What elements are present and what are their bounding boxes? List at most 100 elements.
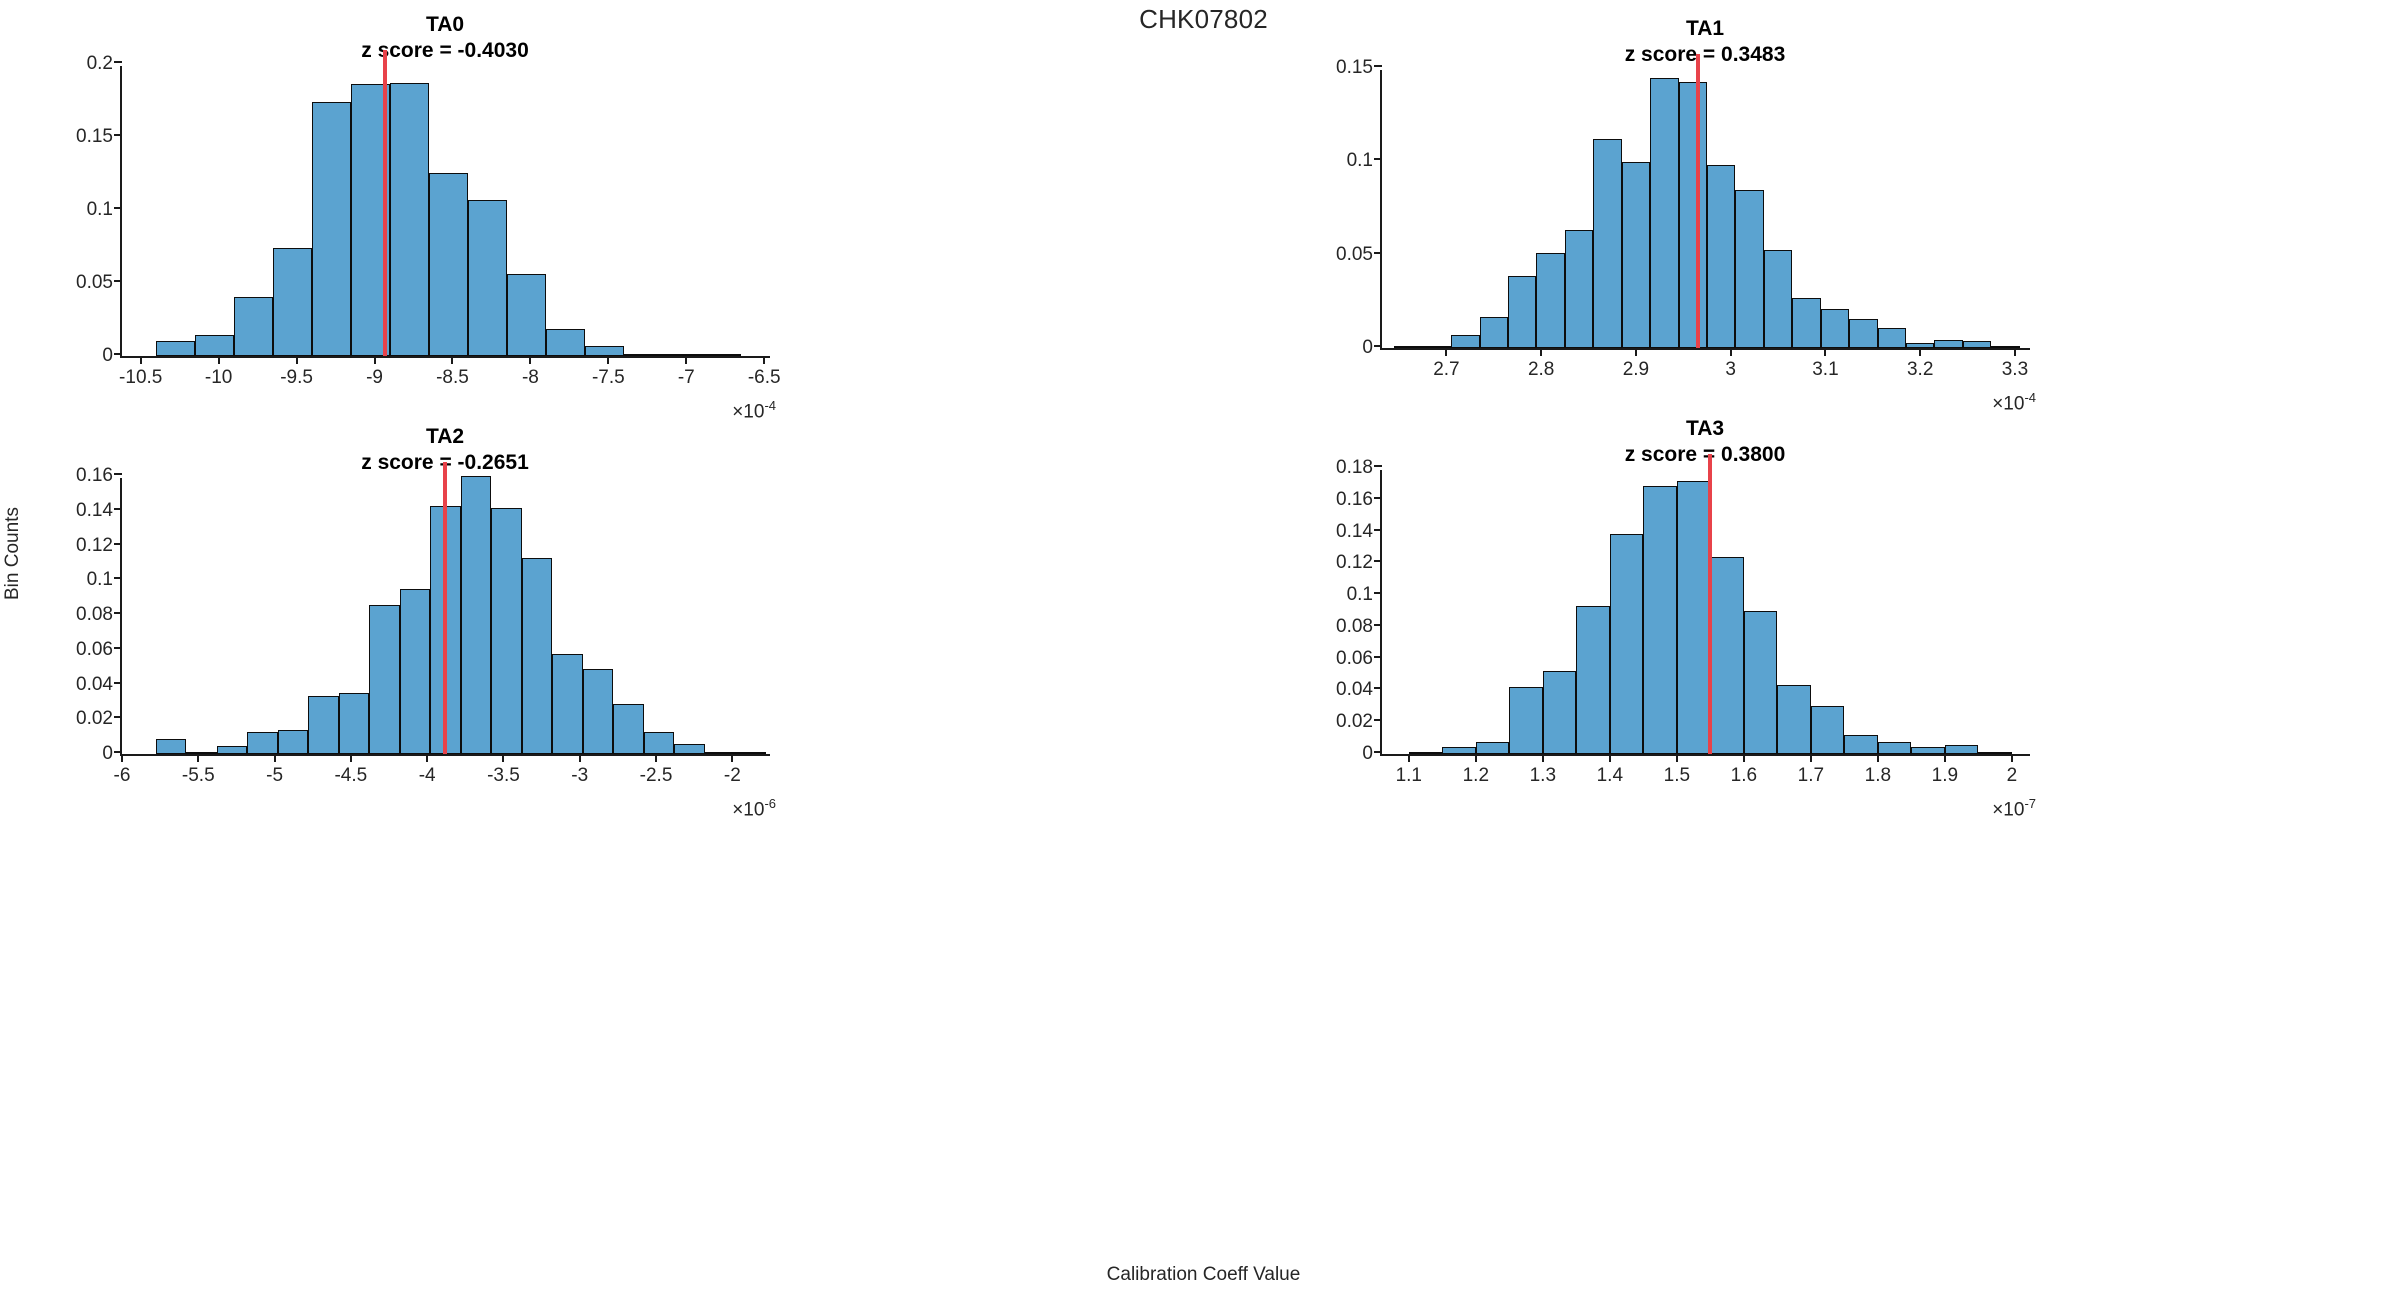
histogram-bar [1905,342,1935,348]
histogram-bar [1542,670,1577,754]
histogram-bar [390,82,430,356]
y-tick-label: 0 [102,345,113,366]
y-tick-mark [1374,655,1382,658]
histogram-bar [1576,605,1610,754]
y-tick-mark [1374,251,1382,254]
histogram-bar [1593,139,1622,348]
y-tick-label: 0.12 [1336,552,1373,574]
x-tick-mark [1809,754,1812,762]
histogram-bar [1849,318,1878,348]
x-tick-mark [1943,754,1946,762]
histogram-bar [584,345,624,356]
histogram-bar [216,745,248,754]
histogram-bar [1394,346,1423,348]
histogram-bar [1810,706,1845,754]
histogram-bar [460,476,492,754]
y-tick-mark [114,207,122,209]
histogram-bar [1451,335,1480,348]
x-tick-mark [1474,754,1477,762]
histogram-bar [1621,161,1651,348]
y-tick-mark [114,681,122,684]
histogram-bar [662,354,702,356]
histogram-bar [1934,340,1963,348]
y-tick-mark [1374,345,1382,347]
axes-ta0: 0 0.05 0.1 0.15 0.2 -10.5 -10 -9.5 -9 -8.5 -8 -7.5 -… [76,50,781,422]
axes-ta3: 0 0.02 0.04 0.06 0.08 0.1 0.12 0.14 0.16 0.18 1.1 1… [1336,454,2036,820]
z-score-marker-line [1696,54,1701,348]
y-tick-label: 0.12 [76,534,113,556]
x-tick-mark [349,754,352,762]
y-tick-label: 0 [1362,337,1373,358]
histogram-bar [735,751,766,754]
histogram-bar [247,732,278,754]
histogram-bar [623,354,663,356]
histogram-bar [1962,340,1992,348]
x-tick-label: 3 [1725,359,1736,380]
x-tick-label: -5 [266,765,284,786]
x-tick-mark [121,754,123,762]
histogram-bar [613,703,644,754]
x-tick-mark [529,356,532,364]
x-tick-label: 1.7 [1797,765,1825,786]
x-tick-label: 1.5 [1663,765,1691,786]
y-tick-label: 0.16 [76,465,113,486]
histogram-bar [234,297,274,356]
z-score-marker-line [383,50,388,356]
x-tick-mark [426,754,429,762]
y-tick-mark [114,280,122,282]
x-tick-label: 1.9 [1931,765,1959,786]
y-tick-label: 0.14 [1336,520,1373,542]
x-tick-mark [2013,348,2016,356]
x-tick-label: 2.9 [1622,359,1650,380]
x-tick-label: -4 [418,765,436,786]
x-tick-mark [655,754,658,762]
x-tick-label: -5.5 [181,765,215,786]
y-tick-label: 0.05 [76,272,113,293]
x-tick-label: -10.5 [119,367,163,388]
y-tick-mark [1374,465,1382,467]
x-tick-label: 1.6 [1730,765,1758,786]
x-tick-mark [607,356,610,364]
y-tick-mark [114,542,122,545]
x-tick-mark [373,356,376,364]
y-tick-mark [1374,528,1382,531]
y-tick-label: 0 [102,743,113,764]
y-tick-label: 0.15 [76,126,113,147]
histogram-bar [491,507,522,754]
histogram-bar [1564,230,1594,348]
x-axis-exponent: ×10-7 [1992,796,2036,821]
y-tick-label: 0.08 [76,604,113,625]
y-tick-mark [1374,496,1382,499]
x-tick-label: 3.1 [1812,359,1839,380]
x-tick-mark [502,754,505,762]
x-tick-mark [2010,754,2013,762]
y-tick-mark [114,473,122,475]
histogram-bar [338,693,370,754]
histogram-bar [156,340,196,356]
x-tick-label: 1.4 [1596,765,1624,786]
histogram-bar [1877,742,1912,754]
y-tick-mark [114,716,122,719]
x-tick-mark [1608,754,1611,762]
y-tick-mark [114,612,122,614]
x-tick-mark [1541,754,1544,762]
y-tick-mark [114,507,122,510]
x-tick-mark [685,356,688,364]
y-tick-mark [1374,592,1382,595]
y-tick-mark [114,646,122,649]
x-tick-label: -6 [113,765,131,786]
x-tick-label: -10 [204,367,233,388]
histogram-bar [1536,252,1565,348]
histogram-bar [1509,687,1543,754]
x-tick-label: -8.5 [436,367,469,388]
x-tick-mark [273,754,276,762]
histogram-bar [186,751,217,754]
y-tick-label: 0.1 [1346,584,1373,606]
y-tick-mark [1374,158,1382,161]
y-tick-label: 0.15 [1336,57,1373,78]
y-tick-label: 0.06 [76,638,113,660]
y-tick-mark [114,353,122,355]
